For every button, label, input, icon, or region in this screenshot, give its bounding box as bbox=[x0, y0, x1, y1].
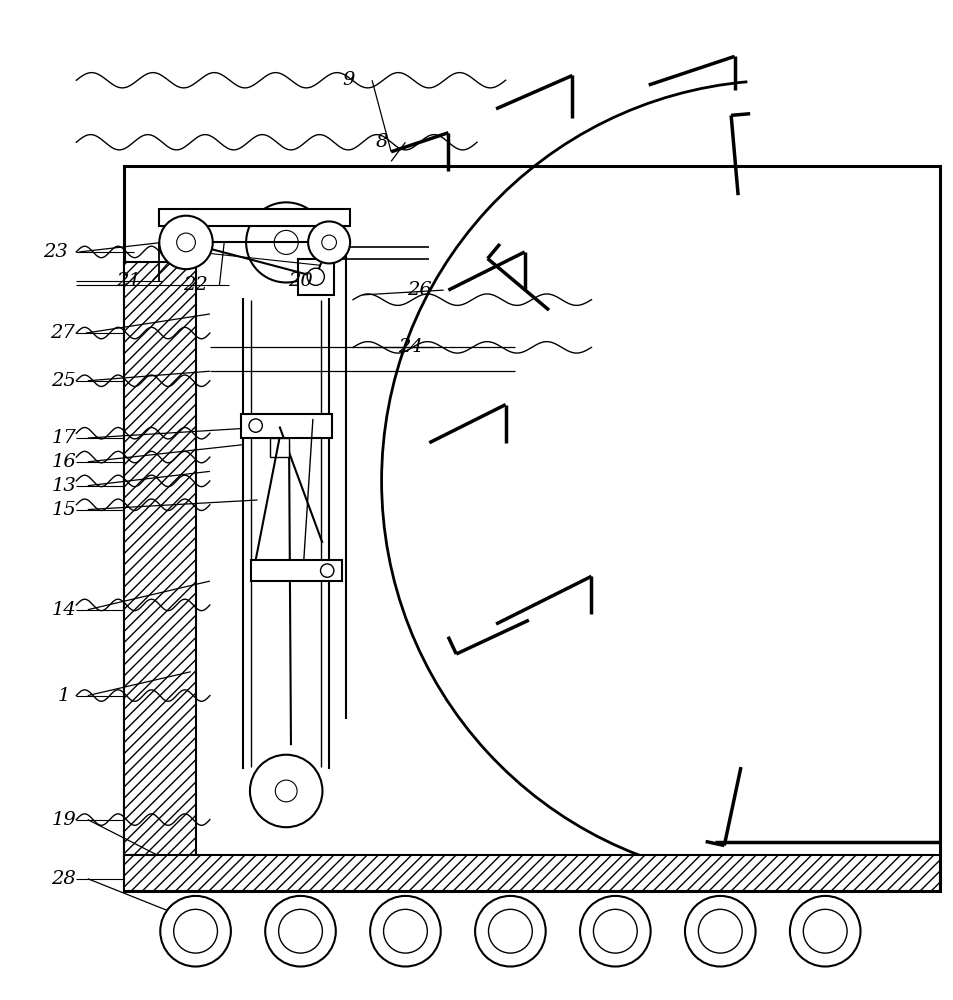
Circle shape bbox=[789, 896, 860, 967]
Text: 26: 26 bbox=[407, 281, 432, 299]
Circle shape bbox=[308, 221, 350, 263]
Circle shape bbox=[265, 896, 335, 967]
Circle shape bbox=[321, 235, 336, 250]
Circle shape bbox=[307, 268, 324, 285]
Circle shape bbox=[320, 564, 334, 577]
Text: 25: 25 bbox=[51, 372, 76, 390]
Bar bbox=[124, 166, 939, 891]
Circle shape bbox=[475, 896, 545, 967]
Circle shape bbox=[176, 233, 195, 252]
Text: 1: 1 bbox=[58, 687, 70, 705]
Circle shape bbox=[160, 896, 231, 967]
Bar bbox=[297, 259, 334, 295]
Text: 22: 22 bbox=[183, 276, 208, 294]
Circle shape bbox=[488, 909, 532, 953]
Circle shape bbox=[250, 755, 322, 827]
Text: 16: 16 bbox=[51, 453, 76, 471]
Circle shape bbox=[173, 909, 217, 953]
Circle shape bbox=[593, 909, 637, 953]
Text: 24: 24 bbox=[397, 338, 422, 356]
Circle shape bbox=[246, 202, 326, 282]
Circle shape bbox=[249, 419, 262, 432]
Text: 14: 14 bbox=[51, 601, 76, 619]
Bar bbox=[270, 438, 289, 457]
Circle shape bbox=[698, 909, 741, 953]
Text: 15: 15 bbox=[51, 501, 76, 519]
Bar bbox=[124, 261, 195, 856]
Text: 21: 21 bbox=[116, 272, 141, 290]
Text: 28: 28 bbox=[51, 870, 76, 888]
Circle shape bbox=[278, 909, 322, 953]
Circle shape bbox=[275, 780, 296, 802]
Text: 9: 9 bbox=[342, 71, 354, 89]
Text: 17: 17 bbox=[51, 429, 76, 447]
Circle shape bbox=[684, 896, 755, 967]
Bar bbox=[124, 855, 939, 891]
Bar bbox=[241, 414, 332, 438]
Text: 27: 27 bbox=[50, 324, 74, 342]
Circle shape bbox=[274, 230, 298, 254]
Circle shape bbox=[383, 909, 427, 953]
Circle shape bbox=[579, 896, 650, 967]
Text: 20: 20 bbox=[288, 272, 313, 290]
Circle shape bbox=[802, 909, 846, 953]
Text: 19: 19 bbox=[51, 811, 76, 829]
Bar bbox=[251, 560, 341, 581]
Bar bbox=[159, 209, 350, 226]
Text: 13: 13 bbox=[51, 477, 76, 495]
Circle shape bbox=[370, 896, 440, 967]
Circle shape bbox=[159, 216, 213, 269]
Text: 23: 23 bbox=[43, 243, 68, 261]
Text: 8: 8 bbox=[375, 133, 387, 151]
